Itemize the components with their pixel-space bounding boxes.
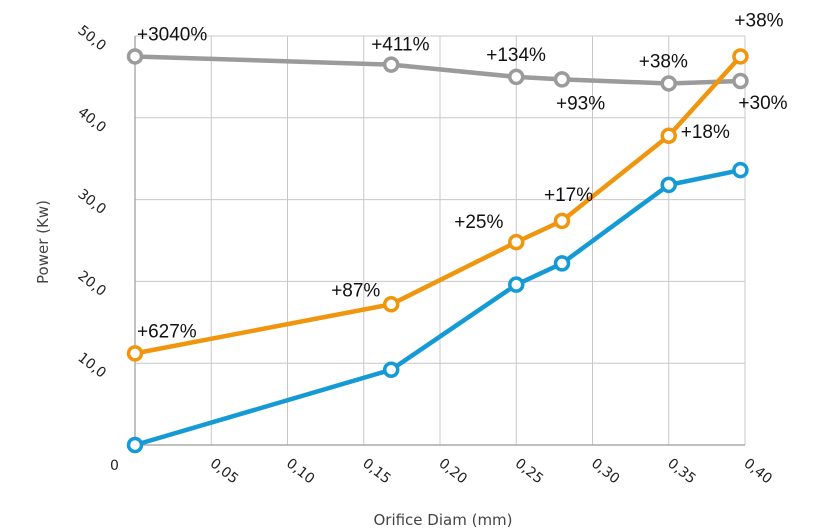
data-point [660, 176, 677, 194]
x-tick-label: 0,35 [664, 456, 698, 488]
x-tick-label: 0,20 [436, 456, 470, 488]
data-label: +411% [371, 35, 429, 56]
data-point [508, 68, 525, 86]
origin-tick-label: 0 [110, 458, 119, 474]
x-tick-label: 0,40 [741, 456, 775, 488]
data-point [553, 255, 571, 272]
data-point [732, 48, 749, 65]
x-tick-label: 0,25 [512, 456, 546, 488]
data-point [732, 161, 749, 179]
data-point [660, 127, 677, 145]
series-1 [126, 48, 749, 92]
y-axis-title: Power (Kw) [34, 200, 52, 284]
data-point [382, 361, 400, 378]
x-tick-label: 0,15 [359, 456, 393, 488]
y-tick-label: 10,0 [75, 350, 109, 382]
x-tick-label: 0,05 [207, 456, 241, 488]
grid [135, 35, 746, 445]
data-point [126, 436, 144, 454]
data-label: +87% [331, 280, 380, 301]
data-labels: +3040% +411% +134% +93% +38% +30% +627% +87% +25… [137, 10, 788, 342]
data-label: +17% [544, 185, 593, 206]
y-tick-label: 50,0 [75, 23, 109, 55]
data-point [382, 56, 400, 73]
data-label: +627% [137, 321, 197, 342]
data-point [553, 71, 571, 88]
series-line [132, 54, 743, 86]
plot-frame [134, 36, 745, 446]
data-label: +18% [681, 122, 730, 143]
tick-labels: 0,05 0,10 0,15 0,20 0,25 0,30 0,35 0,40 10,0 20,0… [75, 23, 775, 488]
x-axis-title: Orifice Diam (mm) [373, 511, 512, 529]
series-3 [126, 161, 749, 454]
x-tick-label: 0,30 [588, 456, 622, 488]
data-point [732, 72, 749, 90]
data-label: +93% [556, 93, 605, 114]
data-label: +30% [738, 93, 787, 114]
series-layer [126, 48, 749, 454]
data-point [508, 233, 525, 251]
y-tick-label: 30,0 [75, 186, 109, 218]
data-point [382, 296, 400, 313]
series-2 [126, 48, 749, 362]
data-point [126, 345, 144, 362]
data-point [508, 276, 525, 293]
data-point [126, 48, 144, 65]
x-tick-label: 0,10 [283, 456, 317, 488]
data-label: +25% [454, 212, 503, 233]
series-line [132, 167, 743, 448]
data-point [553, 212, 571, 230]
data-label: +3040% [137, 24, 207, 45]
data-label: +38% [639, 51, 688, 72]
y-tick-label: 40,0 [75, 104, 109, 136]
y-tick-label: 20,0 [75, 268, 109, 300]
series-line [132, 54, 743, 356]
data-label: +134% [486, 45, 546, 66]
data-label: +38% [734, 10, 783, 31]
data-point [660, 75, 677, 92]
